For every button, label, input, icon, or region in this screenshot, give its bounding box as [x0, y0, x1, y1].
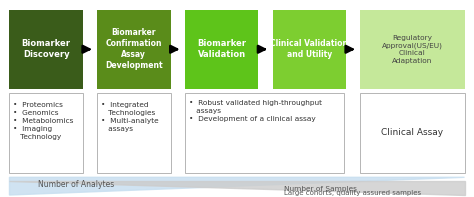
Text: •  Proteomics
•  Genomics
•  Metabolomics
•  Imaging
   Technology: • Proteomics • Genomics • Metabolomics •…	[13, 102, 73, 140]
FancyBboxPatch shape	[360, 93, 465, 173]
FancyBboxPatch shape	[9, 10, 83, 89]
Polygon shape	[9, 181, 465, 195]
FancyBboxPatch shape	[185, 10, 258, 89]
Text: Number of Samples: Number of Samples	[284, 186, 357, 192]
Text: Number of Analytes: Number of Analytes	[38, 180, 114, 189]
Text: Clinical Validation
and Utility: Clinical Validation and Utility	[270, 39, 348, 59]
Text: •  Robust validated high-throughput
   assays
•  Development of a clinical assay: • Robust validated high-throughput assay…	[189, 100, 322, 123]
FancyBboxPatch shape	[360, 10, 465, 89]
Text: Large cohorts, quality assured samples: Large cohorts, quality assured samples	[284, 190, 421, 196]
Text: Biomarker
Discovery: Biomarker Discovery	[22, 39, 71, 59]
Text: Clinical Assay: Clinical Assay	[381, 128, 444, 138]
FancyBboxPatch shape	[273, 10, 346, 89]
Text: •  Integrated
   Technologies
•  Multi-analyte
   assays: • Integrated Technologies • Multi-analyt…	[101, 102, 159, 132]
Text: Biomarker
Validation: Biomarker Validation	[197, 39, 246, 59]
FancyBboxPatch shape	[9, 93, 83, 173]
FancyBboxPatch shape	[97, 93, 171, 173]
FancyBboxPatch shape	[97, 10, 171, 89]
Text: Biomarker
Confirmation
Assay
Development: Biomarker Confirmation Assay Development	[105, 28, 163, 70]
Text: Regulatory
Approval(US/EU)
Clinical
Adaptation: Regulatory Approval(US/EU) Clinical Adap…	[382, 35, 443, 64]
FancyBboxPatch shape	[185, 93, 344, 173]
Polygon shape	[9, 177, 465, 195]
